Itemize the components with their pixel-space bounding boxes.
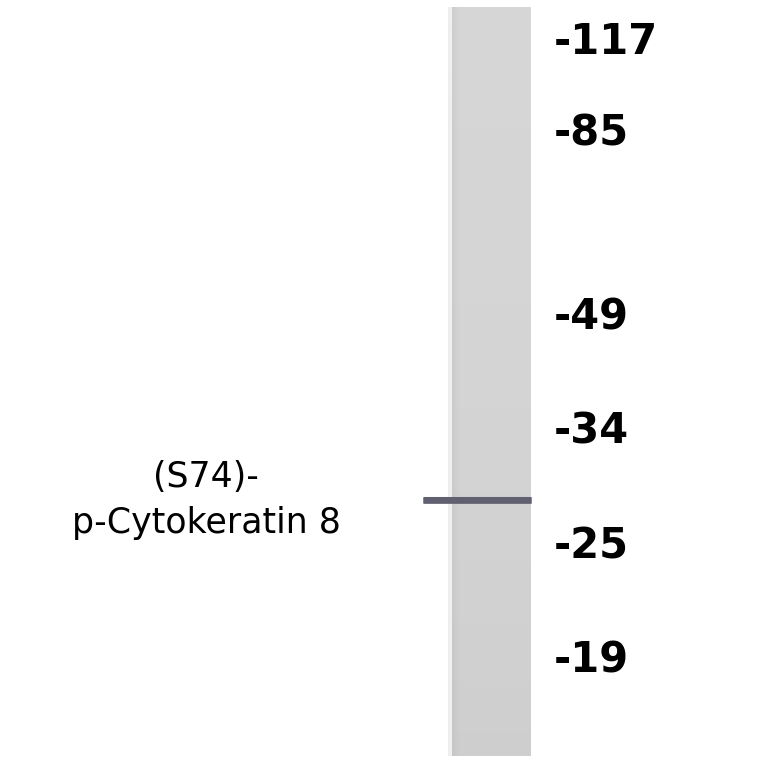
Text: -34: -34 — [554, 411, 629, 452]
Text: p-Cytokeratin 8: p-Cytokeratin 8 — [72, 507, 341, 540]
Text: (S74)-: (S74)- — [154, 461, 259, 494]
Text: -25: -25 — [554, 526, 629, 567]
Text: -19: -19 — [554, 640, 629, 681]
Text: -49: -49 — [554, 296, 629, 338]
Text: -85: -85 — [554, 113, 629, 154]
Text: -117: -117 — [554, 21, 658, 63]
FancyBboxPatch shape — [423, 497, 532, 504]
